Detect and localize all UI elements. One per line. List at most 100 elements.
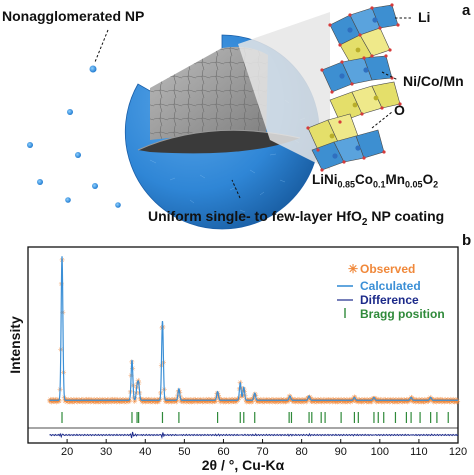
observed-point: ✳ — [329, 399, 335, 407]
observed-point: ✳ — [256, 398, 262, 406]
observed-point: ✳ — [452, 398, 458, 406]
observed-point: ✳ — [103, 398, 109, 406]
observed-point: ✳ — [106, 397, 112, 405]
observed-point: ✳ — [51, 398, 57, 406]
observed-point: ✳ — [48, 398, 54, 406]
observed-point: ✳ — [122, 398, 128, 406]
observed-point: ✳ — [100, 398, 106, 406]
formula-label: LiNi0.85Co0.1Mn0.05O2 — [312, 172, 439, 190]
observed-point: ✳ — [346, 397, 352, 405]
observed-point: ✳ — [451, 398, 457, 406]
observed-point: ✳ — [279, 398, 285, 406]
observed-point: ✳ — [436, 398, 442, 406]
observed-point: ✳ — [99, 397, 105, 405]
observed-point: ✳ — [371, 396, 377, 404]
observed-point: ✳ — [204, 398, 210, 406]
observed-point: ✳ — [342, 398, 348, 406]
observed-point: ✳ — [336, 397, 342, 405]
observed-point: ✳ — [197, 398, 203, 406]
observed-point: ✳ — [85, 398, 91, 406]
observed-point: ✳ — [278, 397, 284, 405]
observed-point: ✳ — [351, 397, 357, 405]
o-label: O — [394, 102, 405, 118]
observed-point: ✳ — [119, 398, 125, 406]
observed-point: ✳ — [407, 397, 413, 405]
observed-point: ✳ — [306, 394, 312, 402]
observed-point: ✳ — [56, 397, 62, 405]
x-axis-label: 2θ / °, Cu-Kα — [202, 457, 285, 473]
observed-point: ✳ — [327, 398, 333, 406]
observed-point: ✳ — [282, 398, 288, 406]
observed-point: ✳ — [73, 397, 79, 405]
observed-point: ✳ — [207, 398, 213, 406]
observed-point: ✳ — [335, 398, 341, 406]
observed-point: ✳ — [403, 398, 409, 406]
observed-point: ✳ — [223, 398, 229, 406]
observed-point: ✳ — [421, 398, 427, 406]
observed-point: ✳ — [194, 398, 200, 406]
observed-point: ✳ — [392, 398, 398, 406]
zoom-wedge — [238, 12, 330, 170]
observed-point: ✳ — [54, 399, 60, 407]
floating-nanoparticles — [27, 65, 121, 208]
observed-point: ✳ — [192, 399, 198, 407]
observed-point: ✳ — [77, 398, 83, 406]
observed-point: ✳ — [425, 398, 431, 406]
legend-calculated-label: Calculated — [360, 279, 421, 293]
observed-point: ✳ — [95, 398, 101, 406]
observed-point: ✳ — [332, 398, 338, 406]
observed-point: ✳ — [298, 398, 304, 406]
observed-point: ✳ — [348, 399, 354, 407]
observed-point: ✳ — [350, 398, 356, 406]
observed-point: ✳ — [246, 398, 252, 406]
observed-point: ✳ — [413, 398, 419, 406]
observed-point: ✳ — [184, 399, 190, 407]
observed-point: ✳ — [89, 397, 95, 405]
observed-point: ✳ — [90, 399, 96, 407]
observed-point: ✳ — [329, 397, 335, 405]
observed-point: ✳ — [64, 399, 70, 407]
observed-point: ✳ — [244, 397, 250, 405]
observed-point: ✳ — [208, 398, 214, 406]
observed-point: ✳ — [173, 398, 179, 406]
observed-point: ✳ — [416, 397, 422, 405]
observed-point: ✳ — [438, 399, 444, 407]
cross-section-plane — [138, 130, 300, 154]
observed-point: ✳ — [144, 398, 150, 406]
observed-point: ✳ — [319, 399, 325, 407]
observed-point: ✳ — [151, 397, 157, 405]
observed-point: ✳ — [360, 398, 366, 406]
observed-point: ✳ — [363, 399, 369, 407]
observed-point: ✳ — [108, 398, 114, 406]
observed-point: ✳ — [108, 398, 114, 406]
observed-point: ✳ — [338, 397, 344, 405]
difference-series — [49, 431, 459, 440]
observed-point: ✳ — [311, 399, 317, 407]
observed-point: ✳ — [410, 397, 416, 405]
observed-point: ✳ — [65, 397, 71, 405]
observed-point: ✳ — [389, 399, 395, 407]
leader-lines — [94, 17, 412, 199]
observed-point: ✳ — [114, 397, 120, 405]
observed-point: ✳ — [85, 398, 91, 406]
observed-point: ✳ — [62, 397, 68, 405]
tm-atoms — [329, 47, 379, 139]
observed-point: ✳ — [222, 398, 228, 406]
observed-point: ✳ — [301, 398, 307, 406]
observed-point: ✳ — [448, 397, 454, 405]
observed-point: ✳ — [450, 397, 456, 405]
observed-point: ✳ — [417, 398, 423, 406]
observed-point: ✳ — [149, 397, 155, 405]
observed-point: ✳ — [387, 398, 393, 406]
observed-point: ✳ — [92, 398, 98, 406]
observed-point: ✳ — [340, 398, 346, 406]
observed-point: ✳ — [446, 398, 452, 406]
observed-point: ✳ — [434, 398, 440, 406]
observed-point: ✳ — [233, 399, 239, 407]
o-atoms — [306, 3, 402, 172]
observed-point: ✳ — [345, 399, 351, 407]
observed-point: ✳ — [449, 399, 455, 407]
observed-point: ✳ — [366, 398, 372, 406]
observed-point: ✳ — [54, 397, 60, 405]
observed-point: ✳ — [454, 398, 460, 406]
